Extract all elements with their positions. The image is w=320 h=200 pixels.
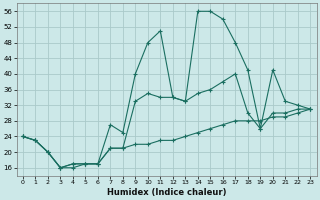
X-axis label: Humidex (Indice chaleur): Humidex (Indice chaleur) — [107, 188, 226, 197]
